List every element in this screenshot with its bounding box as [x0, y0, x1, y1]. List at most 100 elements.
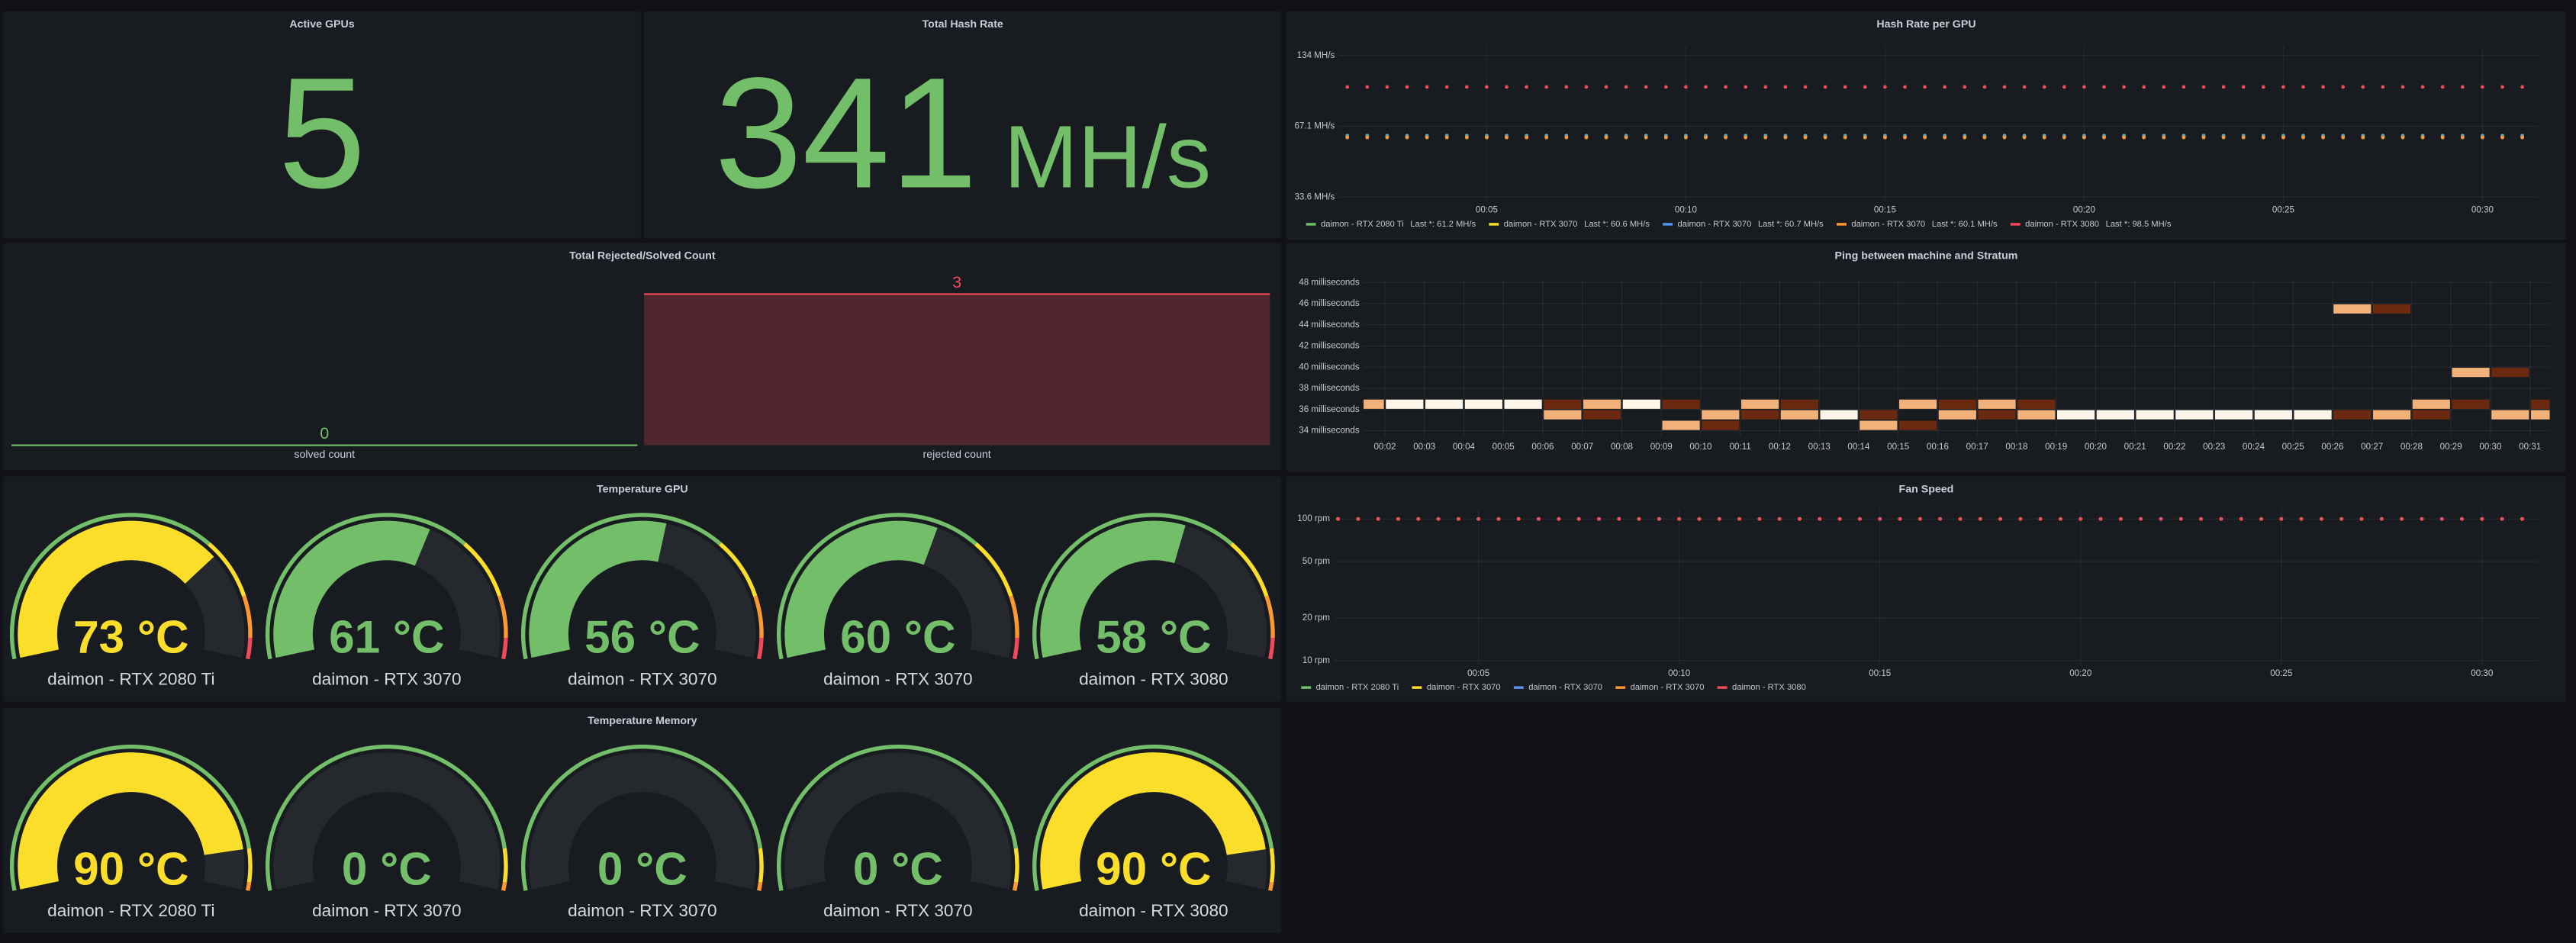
gauge-threshold: [757, 638, 764, 660]
heatmap-cell: [2372, 410, 2411, 420]
data-point: [1505, 85, 1509, 89]
gauge-name: daimon - RTX 3070: [312, 901, 461, 920]
data-point: [1345, 85, 1350, 89]
data-point: [2341, 85, 2346, 89]
gauge-track: [529, 752, 756, 890]
x-tick-label: 00:11: [1730, 442, 1751, 452]
data-point: [2401, 85, 2405, 89]
data-point: [2122, 85, 2126, 89]
data-point: [2098, 517, 2103, 521]
data-point: [1803, 135, 1808, 140]
heatmap-cell: [2333, 410, 2372, 420]
data-point: [1737, 517, 1741, 521]
data-point: [2440, 85, 2445, 89]
x-tick-label: 00:03: [1413, 442, 1435, 452]
x-tick-label: 00:20: [2069, 668, 2091, 678]
x-tick-label: 00:22: [2163, 442, 2185, 452]
y-tick-label: 44 milliseconds: [1299, 320, 1360, 330]
x-tick-label: 00:30: [2471, 205, 2494, 215]
data-point: [1516, 517, 1521, 521]
data-point: [1624, 135, 1628, 140]
y-tick-label: 20 rpm: [1302, 613, 1330, 623]
data-point: [1958, 517, 1963, 521]
data-point: [2420, 517, 2424, 521]
heatmap-cells: [1364, 304, 2550, 430]
data-point: [1405, 85, 1409, 89]
data-point: [2420, 135, 2425, 140]
data-point: [1903, 85, 1907, 89]
x-tick-label: 00:30: [2479, 442, 2501, 452]
data-point: [1963, 85, 1967, 89]
legend-value: Last *: 60.6 MH/s: [1584, 220, 1650, 229]
heatmap-cell: [2254, 410, 2292, 420]
data-point: [2460, 135, 2465, 140]
data-point: [1963, 135, 1967, 140]
x-tick-label: 00:04: [1453, 442, 1476, 452]
data-point: [1505, 135, 1509, 140]
gauge-threshold: [1268, 638, 1275, 660]
heatmap-cell: [1364, 399, 1384, 409]
x-tick-label: 00:26: [2321, 442, 2343, 452]
data-point: [1525, 135, 1528, 140]
heatmap-cell: [1504, 399, 1542, 409]
data-point: [2361, 135, 2365, 140]
data-point: [2481, 135, 2484, 140]
y-tick-label: 36 milliseconds: [1299, 404, 1360, 414]
legend-label: daimon - RTX 3080: [1732, 683, 1806, 692]
legend-value: Last *: 60.7 MH/s: [1758, 220, 1824, 229]
gauge-fill: [784, 520, 938, 658]
data-point: [1763, 85, 1768, 89]
panel-title: Fan Speed: [1899, 483, 1954, 495]
data-point: [2500, 517, 2504, 521]
gauge-threshold: [1269, 848, 1275, 883]
data-point: [2022, 85, 2027, 89]
gauge-threshold: [242, 595, 253, 639]
heatmap-cell: [1425, 399, 1463, 409]
panel: Temperature Memory 90 °C daimon - RTX 2080…: [3, 708, 1282, 934]
x-tick-label: 00:08: [1611, 442, 1633, 452]
data-point: [1923, 85, 1927, 89]
panel: Total Rejected/Solved Count 0 solved count…: [3, 243, 1282, 470]
x-tick-label: 00:15: [1869, 668, 1891, 678]
data-point: [2062, 135, 2066, 140]
panel-title: Temperature Memory: [588, 715, 697, 727]
data-point: [1903, 135, 1907, 140]
heatmap-cell: [2452, 399, 2490, 409]
data-point: [2059, 517, 2062, 521]
data-point: [2299, 517, 2304, 521]
data-point: [2500, 85, 2504, 89]
x-tick-label: 00:14: [1847, 442, 1870, 452]
data-point: [1783, 85, 1788, 89]
heatmap-cell: [2136, 410, 2174, 420]
category-label: rejected count: [923, 449, 991, 461]
data-point: [2321, 135, 2325, 140]
panel-background: [3, 243, 1282, 470]
data-point: [1597, 517, 1601, 521]
heatmap-cell: [1662, 420, 1700, 430]
data-point: [1476, 517, 1481, 521]
panel-background: [1286, 243, 2567, 472]
data-point: [2062, 85, 2066, 89]
gauge-threshold: [1230, 542, 1269, 597]
data-point: [2460, 85, 2465, 89]
heatmap-cell: [1741, 410, 1779, 420]
panel: Total Hash Rate 341 MH/s: [644, 11, 1282, 239]
panel: Ping between machine and Stratum 34 milli…: [1286, 243, 2567, 472]
x-tick-label: 00:16: [1927, 442, 1949, 452]
heatmap-cell: [2372, 304, 2411, 314]
x-tick-label: 00:09: [1650, 442, 1673, 452]
data-point: [2301, 85, 2305, 89]
data-point: [1837, 517, 1842, 521]
data-point: [1943, 85, 1947, 89]
data-point: [2102, 85, 2106, 89]
data-point: [1365, 85, 1370, 89]
legend-value: Last *: 98.5 MH/s: [2106, 220, 2172, 229]
y-tick-label: 40 milliseconds: [1299, 362, 1360, 372]
data-point: [2221, 85, 2226, 89]
data-point: [1564, 85, 1569, 89]
data-point: [2440, 135, 2445, 140]
gauge-threshold: [758, 848, 764, 883]
heatmap-cell: [1741, 399, 1779, 409]
data-point: [1724, 85, 1728, 89]
